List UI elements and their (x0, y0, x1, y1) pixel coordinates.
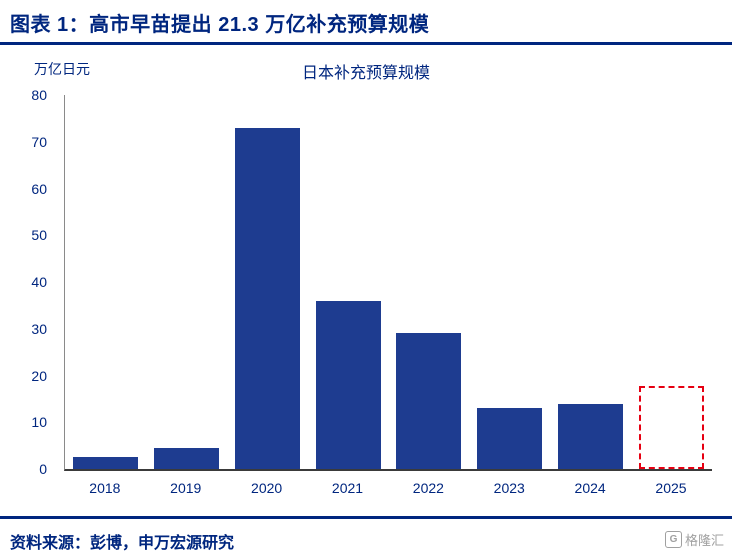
y-tick-label: 20 (31, 367, 47, 384)
figure-header: 图表 1：高市早苗提出 21.3 万亿补充预算规模 (0, 0, 732, 45)
x-tick-label-2025: 2025 (655, 480, 687, 496)
bar-chart: 0 10 20 30 40 50 60 70 80 2018 2019 2020 2021 2022 20… (31, 88, 712, 496)
bar-2019 (154, 447, 220, 469)
y-axis-unit-label: 万亿日元 (34, 61, 90, 77)
y-tick-label: 60 (31, 180, 47, 197)
x-tick-label-2019: 2019 (170, 480, 202, 496)
chart-header-row: 万亿日元 日本补充预算规模 (0, 59, 732, 82)
bar-2018 (73, 457, 139, 469)
gelonghui-logo-icon: G (664, 531, 682, 548)
gelonghui-logo: G 格隆汇 (664, 530, 724, 549)
bar-column-2020 (227, 95, 307, 469)
bar-2024 (557, 403, 623, 469)
x-tick-label-2024: 2024 (574, 480, 606, 496)
bar-2020 (234, 127, 300, 469)
bar-2021 (315, 300, 381, 469)
y-tick-label: 70 (31, 133, 47, 150)
bar-column-2023 (470, 95, 550, 469)
bar-column-2018 (66, 95, 146, 469)
bar-2022 (396, 333, 462, 469)
chart-title: 日本补充预算规模 (301, 65, 430, 82)
bar-column-2025 (631, 95, 711, 469)
bar-column-2024 (550, 95, 630, 469)
bar-2023 (477, 408, 543, 469)
figure-title: 图表 1：高市早苗提出 21.3 万亿补充预算规模 (10, 14, 430, 36)
bars-container (65, 95, 712, 469)
bar-2025-proposed (638, 386, 704, 469)
footer-divider (0, 516, 732, 519)
bar-column-2019 (147, 95, 227, 469)
y-tick-label: 30 (31, 320, 47, 337)
plot-area: 0 10 20 30 40 50 60 70 80 (31, 88, 712, 476)
bar-column-2021 (308, 95, 388, 469)
x-tick-label-2021: 2021 (331, 480, 364, 496)
x-tick-label-2023: 2023 (493, 480, 525, 496)
gelonghui-logo-text: 格隆汇 (684, 533, 724, 548)
x-axis: 2018 2019 2020 2021 2022 2023 2024 2025 (64, 480, 712, 496)
source-note: 资料来源：彭博，申万宏源研究 (10, 535, 235, 552)
x-tick-label-2022: 2022 (412, 480, 444, 496)
header-divider (0, 42, 732, 45)
x-tick-label-2020: 2020 (251, 480, 283, 496)
y-axis: 0 10 20 30 40 50 60 70 80 (9, 88, 57, 476)
y-tick-label: 50 (31, 227, 47, 244)
x-tick-label-2018: 2018 (89, 480, 121, 496)
y-tick-label: 80 (31, 87, 47, 103)
y-tick-label: 10 (31, 414, 47, 431)
y-tick-label: 40 (31, 274, 47, 290)
bar-column-2022 (389, 95, 469, 469)
y-tick-label: 0 (39, 461, 47, 477)
